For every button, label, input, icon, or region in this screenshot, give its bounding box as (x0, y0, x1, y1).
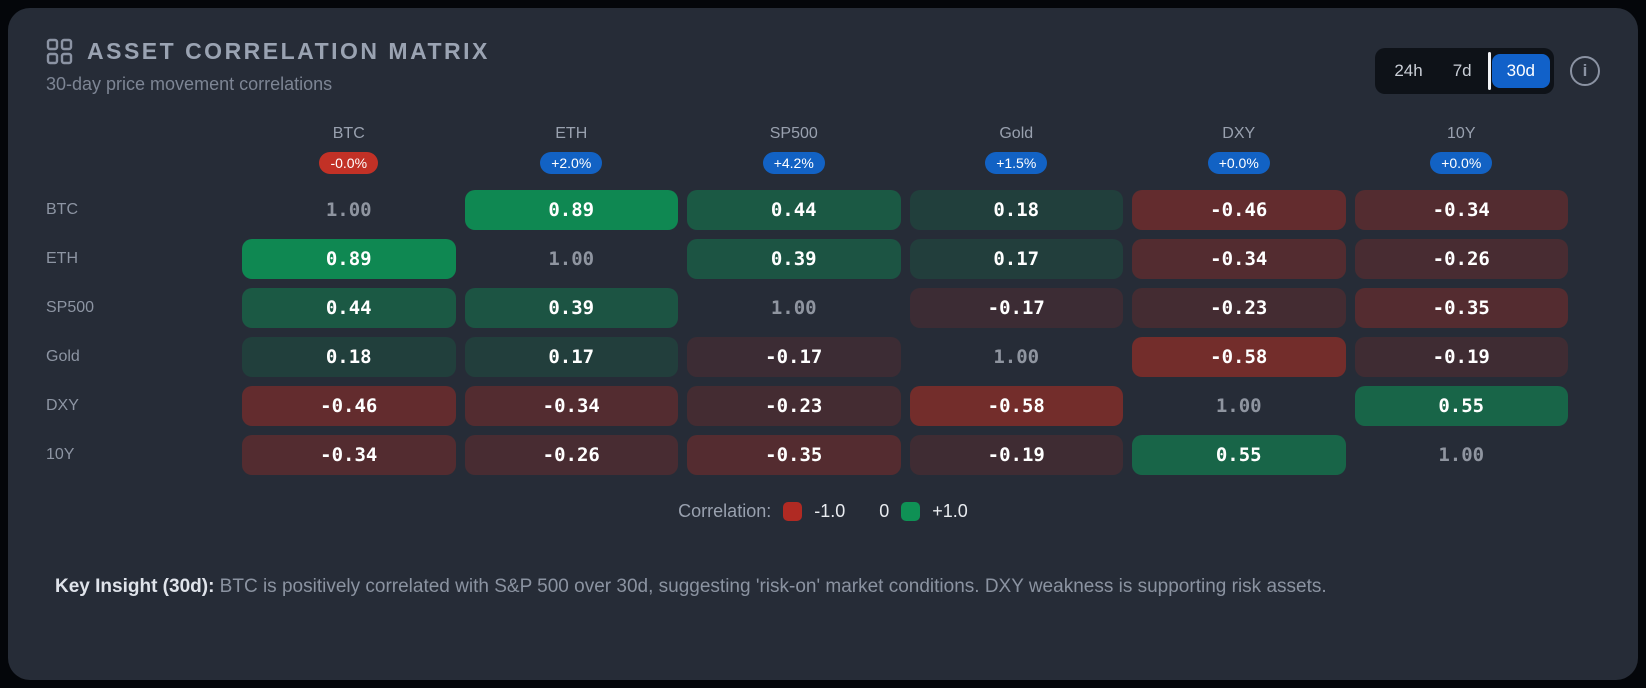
cell-DXY-SP500[interactable]: -0.23 (687, 386, 901, 426)
cell-DXY-ETH[interactable]: -0.34 (464, 386, 678, 426)
correlation-matrix-card: ASSET CORRELATION MATRIX 30-day price mo… (8, 8, 1638, 680)
column-header-BTC: BTC (332, 125, 365, 142)
cell-Gold-SP500[interactable]: -0.17 (687, 337, 901, 377)
row-label-BTC: BTC (46, 201, 78, 218)
legend-max: +1.0 (932, 501, 968, 521)
header: ASSET CORRELATION MATRIX 30-day price mo… (8, 8, 1638, 95)
toggle-divider (1487, 52, 1491, 90)
title-row: ASSET CORRELATION MATRIX (46, 38, 490, 65)
cell-DXY-DXY[interactable]: 1.00 (1215, 395, 1262, 417)
change-badge-DXY: +0.0% (1207, 152, 1270, 174)
row-label-ETH: ETH (46, 250, 78, 267)
cell-BTC-DXY[interactable]: -0.46 (1132, 190, 1346, 230)
cell-SP500-Gold[interactable]: -0.17 (909, 288, 1123, 328)
range-button-24h[interactable]: 24h (1394, 61, 1423, 80)
cell-10Y-SP500[interactable]: -0.35 (687, 435, 901, 475)
change-badge-Gold: +1.5% (985, 152, 1048, 174)
column-header-SP500: SP500 (769, 125, 818, 142)
key-insight-label: Key Insight (30d): (55, 576, 215, 597)
cell-SP500-SP500[interactable]: 1.00 (770, 297, 817, 319)
cell-BTC-Gold[interactable]: 0.18 (909, 190, 1123, 230)
cell-Gold-Gold[interactable]: 1.00 (993, 346, 1040, 368)
cell-ETH-DXY[interactable]: -0.34 (1132, 239, 1346, 279)
timeframe-toggle: 24h 7d 30d (1375, 48, 1554, 94)
cell-ETH-SP500[interactable]: 0.39 (687, 239, 901, 279)
row-label-Gold: Gold (46, 348, 80, 365)
cell-Gold-ETH[interactable]: 0.17 (464, 337, 678, 377)
cell-10Y-10Y[interactable]: 1.00 (1438, 444, 1485, 466)
key-insight-text: BTC is positively correlated with S&P 50… (214, 576, 1327, 597)
positive-color-swatch (901, 502, 921, 521)
cell-10Y-BTC[interactable]: -0.34 (242, 435, 456, 475)
legend-label: Correlation: (678, 501, 772, 521)
change-badge-SP500: +4.2% (762, 152, 825, 174)
page-title: ASSET CORRELATION MATRIX (87, 38, 490, 64)
cell-10Y-Gold[interactable]: -0.19 (909, 435, 1123, 475)
column-badge-wrap-DXY: +0.0% (1132, 152, 1346, 174)
row-label-SP500: SP500 (46, 299, 95, 316)
cell-Gold-BTC[interactable]: 0.18 (242, 337, 456, 377)
cell-BTC-10Y[interactable]: -0.34 (1354, 190, 1568, 230)
column-header-ETH: ETH (555, 125, 588, 142)
cell-DXY-Gold[interactable]: -0.58 (909, 386, 1123, 426)
cell-Gold-DXY[interactable]: -0.58 (1132, 337, 1346, 377)
legend-min: -1.0 (814, 501, 846, 521)
cell-ETH-ETH[interactable]: 1.00 (548, 248, 595, 270)
column-badge-wrap-Gold: +1.5% (910, 152, 1124, 174)
cell-BTC-BTC[interactable]: 1.00 (325, 199, 372, 221)
cell-BTC-SP500[interactable]: 0.44 (687, 190, 901, 230)
change-badge-BTC: -0.0% (319, 152, 379, 174)
column-badge-wrap-10Y: +0.0% (1355, 152, 1569, 174)
row-label-10Y: 10Y (46, 446, 75, 463)
cell-SP500-10Y[interactable]: -0.35 (1354, 288, 1568, 328)
grid-icon (46, 38, 73, 65)
correlation-matrix: BTC ETH SP500 Gold DXY 10Y -0.0% +2.0% +4.2% +1.5… (46, 125, 1568, 475)
column-badge-wrap-ETH: +2.0% (465, 152, 679, 174)
cell-Gold-10Y[interactable]: -0.19 (1354, 337, 1568, 377)
change-badge-10Y: +0.0% (1430, 152, 1493, 174)
cell-ETH-10Y[interactable]: -0.26 (1354, 239, 1568, 279)
row-label-DXY: DXY (46, 397, 79, 414)
cell-ETH-Gold[interactable]: 0.17 (909, 239, 1123, 279)
header-left: ASSET CORRELATION MATRIX 30-day price mo… (46, 38, 490, 95)
column-badge-wrap-SP500: +4.2% (687, 152, 901, 174)
subtitle: 30-day price movement correlations (46, 74, 333, 94)
cell-10Y-ETH[interactable]: -0.26 (464, 435, 678, 475)
key-insight: Key Insight (30d): BTC is positively cor… (55, 574, 1598, 601)
column-header-Gold: Gold (999, 125, 1034, 142)
range-button-7d[interactable]: 7d (1452, 61, 1472, 80)
cell-ETH-BTC[interactable]: 0.89 (242, 239, 456, 279)
column-header-10Y: 10Y (1447, 125, 1476, 142)
cell-10Y-DXY[interactable]: 0.55 (1132, 435, 1346, 475)
legend: Correlation: -1.0 0 +1.0 (8, 501, 1638, 522)
cell-SP500-DXY[interactable]: -0.23 (1132, 288, 1346, 328)
range-button-30d[interactable]: 30d (1491, 54, 1550, 88)
column-badge-wrap-BTC: -0.0% (242, 152, 456, 174)
negative-color-swatch (783, 502, 803, 521)
cell-DXY-10Y[interactable]: 0.55 (1354, 386, 1568, 426)
cell-DXY-BTC[interactable]: -0.46 (242, 386, 456, 426)
header-right: 24h 7d 30d i (1375, 48, 1600, 94)
cell-SP500-ETH[interactable]: 0.39 (464, 288, 678, 328)
cell-BTC-ETH[interactable]: 0.89 (464, 190, 678, 230)
legend-zero: 0 (879, 501, 890, 521)
cell-SP500-BTC[interactable]: 0.44 (242, 288, 456, 328)
column-header-DXY: DXY (1222, 125, 1256, 142)
info-icon[interactable]: i (1570, 56, 1600, 86)
change-badge-ETH: +2.0% (540, 152, 603, 174)
